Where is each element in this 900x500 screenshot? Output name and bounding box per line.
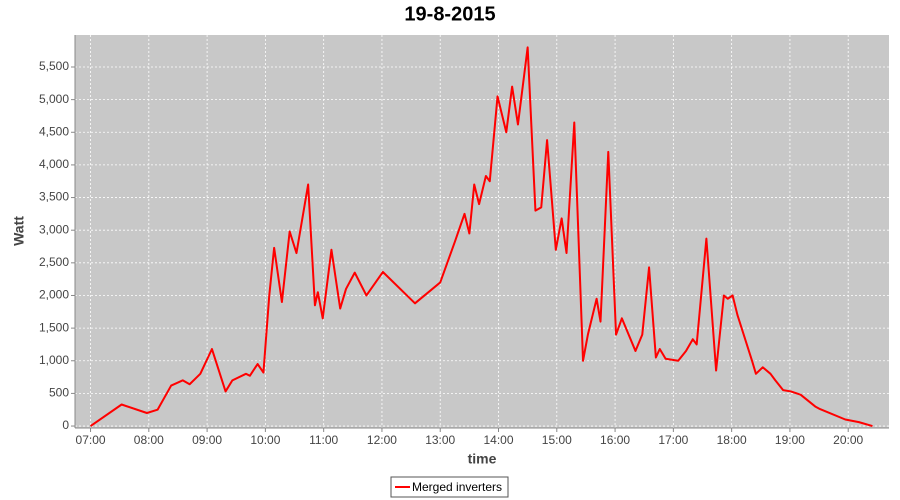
- y-tick-label: 2,000: [39, 288, 69, 302]
- x-tick-label: 17:00: [658, 433, 688, 447]
- x-tick-label: 08:00: [134, 433, 164, 447]
- chart-title: 19-8-2015: [404, 3, 495, 25]
- x-tick-label: 19:00: [775, 433, 805, 447]
- y-axis-label: Watt: [11, 216, 27, 246]
- x-axis-label: time: [468, 451, 497, 467]
- legend-box: [390, 476, 509, 498]
- x-tick-label: 15:00: [542, 433, 572, 447]
- y-tick-label: 0: [62, 418, 69, 432]
- x-tick-label: 07:00: [76, 433, 106, 447]
- x-tick-label: 12:00: [367, 433, 397, 447]
- plot-area: [75, 35, 889, 428]
- x-tick-label: 09:00: [192, 433, 222, 447]
- legend: Merged inverters: [390, 476, 509, 498]
- x-tick-label: 18:00: [717, 433, 747, 447]
- x-tick-label: 11:00: [309, 433, 338, 447]
- x-tick-label: 20:00: [833, 433, 863, 447]
- y-tick-label: 5,500: [39, 59, 69, 73]
- y-tick-label: 500: [49, 386, 69, 400]
- y-tick-label: 4,500: [39, 124, 69, 138]
- legend-label: Merged inverters: [412, 480, 502, 494]
- y-tick-label: 5,000: [39, 92, 69, 106]
- y-tick-label: 2,500: [39, 255, 69, 269]
- y-tick-label: 4,000: [39, 157, 69, 171]
- x-tick-label: 13:00: [425, 433, 455, 447]
- y-tick-label: 1,000: [39, 353, 69, 367]
- y-tick-label: 1,500: [39, 320, 69, 334]
- line: [89, 46, 873, 428]
- x-tick-label: 16:00: [600, 433, 630, 447]
- y-tick-label: 3,500: [39, 190, 69, 204]
- y-tick-label: 3,000: [39, 222, 69, 236]
- x-tick-label: 14:00: [483, 433, 513, 447]
- x-tick-label: 10:00: [250, 433, 280, 447]
